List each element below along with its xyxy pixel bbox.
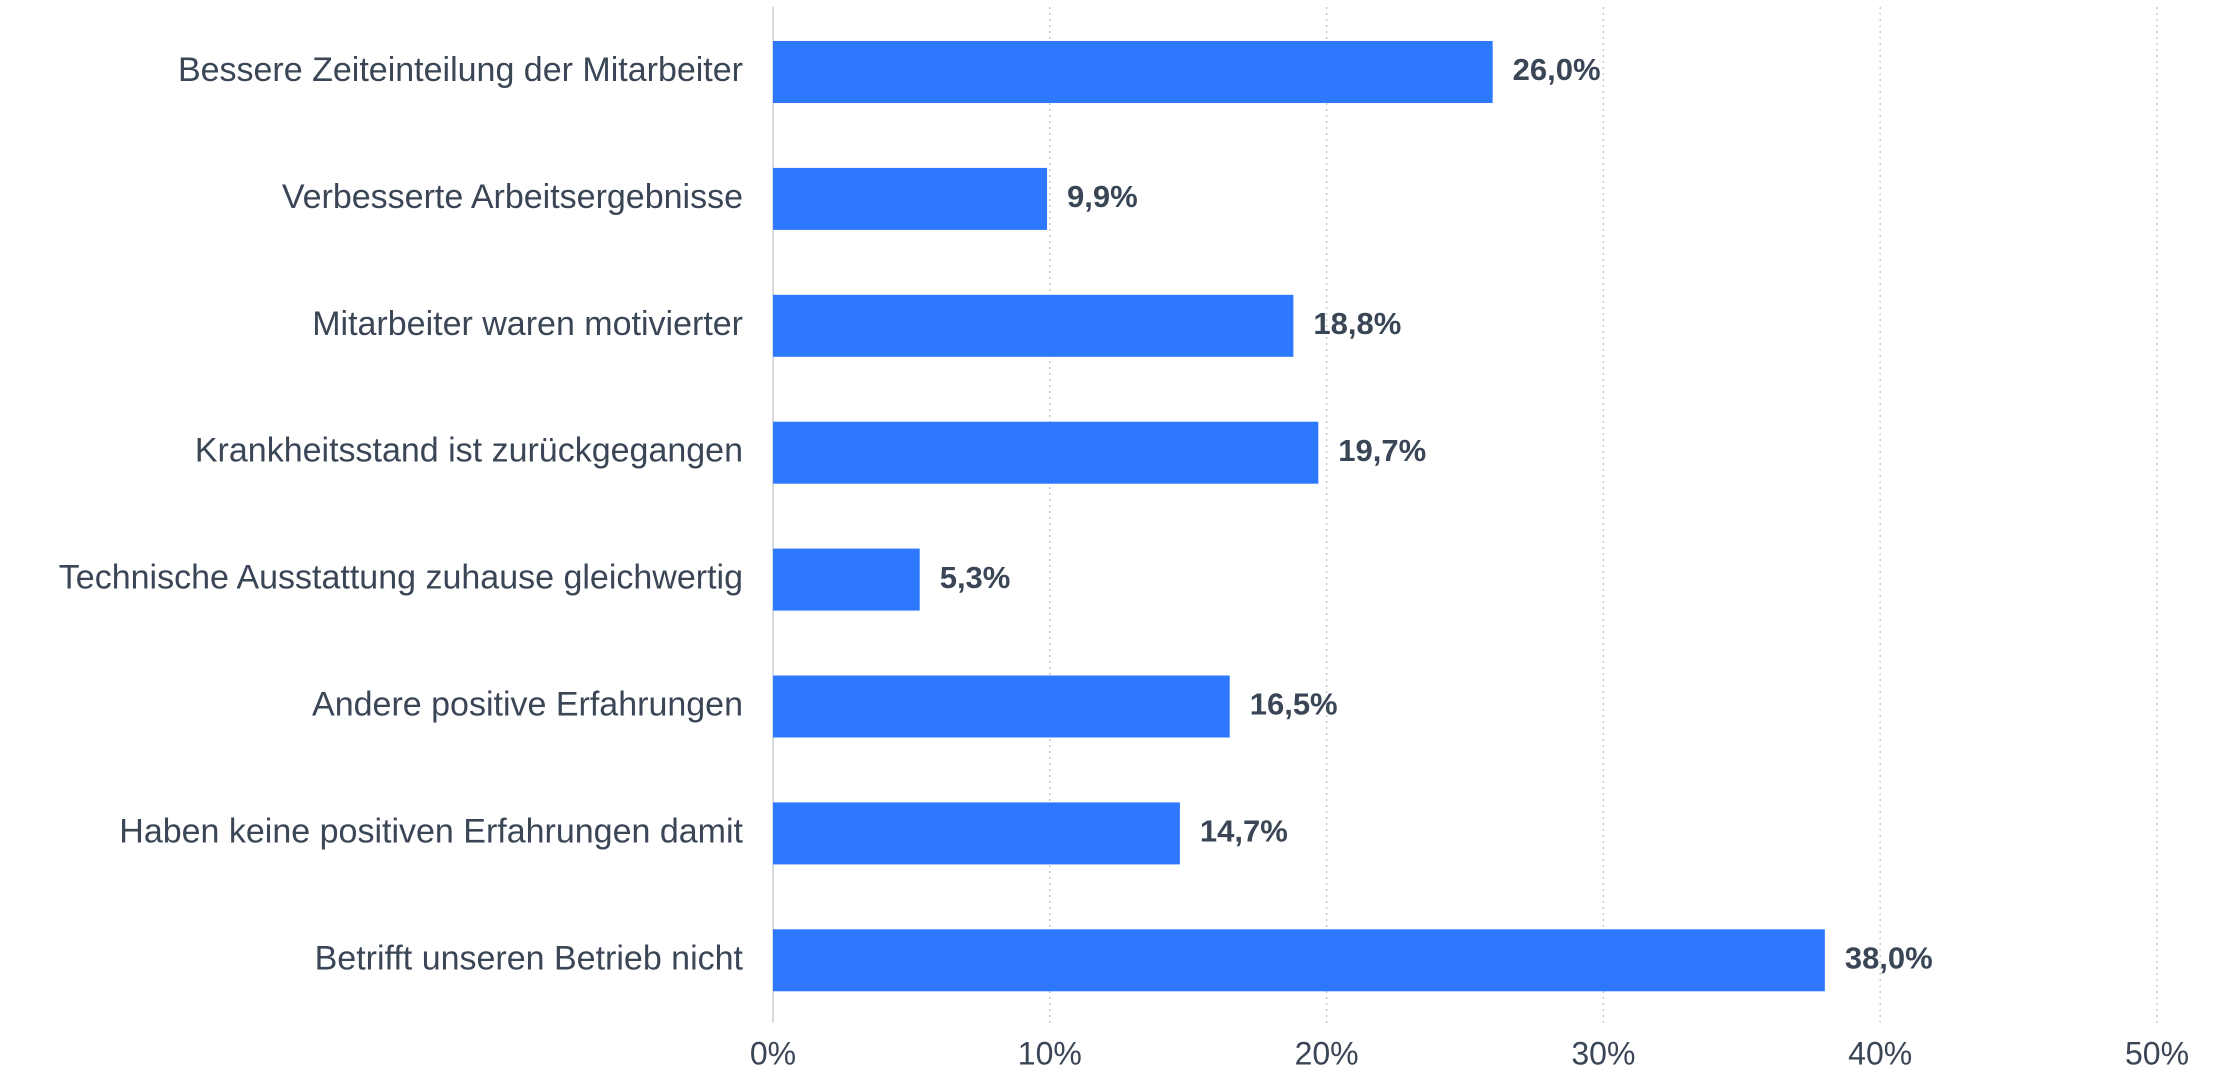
value-label: 19,7% (1338, 433, 1426, 468)
category-label: Verbesserte Arbeitsergebnisse (282, 178, 743, 216)
category-label: Haben keine positiven Erfahrungen damit (119, 812, 743, 850)
bar (773, 802, 1180, 865)
bar (773, 929, 1825, 992)
bar (773, 675, 1230, 738)
category-label: Krankheitsstand ist zurückgegangen (195, 432, 743, 470)
value-label: 18,8% (1313, 306, 1401, 341)
x-tick-label: 30% (1571, 1035, 1635, 1071)
value-label: 9,9% (1067, 179, 1138, 214)
x-tick-label: 40% (1848, 1035, 1912, 1071)
category-label: Bessere Zeiteinteilung der Mitarbeiter (178, 51, 743, 89)
value-label: 26,0% (1513, 52, 1601, 87)
category-label: Betrifft unseren Betrieb nicht (315, 939, 744, 977)
bar (773, 167, 1048, 230)
x-tick-label: 20% (1295, 1035, 1359, 1071)
bar (773, 294, 1294, 357)
category-label: Andere positive Erfahrungen (312, 685, 743, 723)
bar (773, 421, 1319, 484)
x-tick-label: 10% (1018, 1035, 1082, 1071)
x-tick-label: 50% (2125, 1035, 2189, 1071)
category-label: Mitarbeiter waren motivierter (312, 305, 743, 343)
category-label: Technische Ausstattung zuhause gleichwer… (59, 559, 743, 597)
bar (773, 548, 920, 611)
x-tick-label: 0% (750, 1035, 796, 1071)
bar (773, 41, 1493, 103)
value-label: 38,0% (1845, 940, 1933, 975)
value-label: 16,5% (1250, 687, 1338, 722)
value-label: 5,3% (940, 560, 1011, 595)
value-label: 14,7% (1200, 814, 1288, 849)
